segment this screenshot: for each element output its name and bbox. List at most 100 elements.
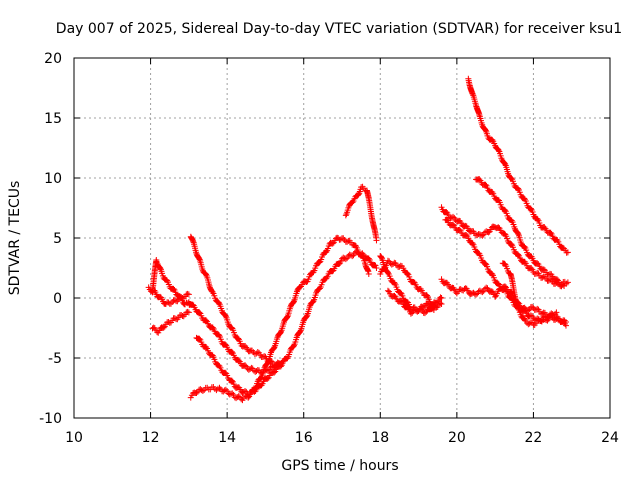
- data-point: [258, 357, 272, 381]
- data-point: [465, 75, 475, 95]
- data-point: [250, 375, 264, 393]
- data-point: [562, 319, 569, 325]
- data-point: [369, 218, 380, 241]
- data-point: [224, 388, 237, 398]
- y-tick-label: -5: [48, 351, 62, 367]
- data-point: [522, 317, 536, 328]
- data-point: [495, 197, 509, 215]
- data-point: [530, 269, 543, 279]
- data-point: [356, 250, 368, 264]
- data-point: [323, 267, 337, 281]
- series-track-j: [377, 257, 445, 311]
- data-point: [430, 300, 444, 311]
- data-point: [346, 248, 360, 260]
- x-tick-label: 20: [448, 430, 466, 446]
- data-point: [476, 284, 490, 296]
- data-point: [476, 113, 490, 137]
- data-point: [492, 224, 505, 236]
- data-point: [511, 223, 525, 247]
- data-point: [438, 295, 445, 301]
- y-tick-label: 15: [44, 111, 62, 127]
- data-point: [465, 235, 479, 253]
- x-tick-label: 10: [65, 430, 83, 446]
- series-track-l: [465, 75, 571, 256]
- series-track-k: [384, 287, 437, 317]
- data-point: [499, 158, 513, 181]
- data-point: [199, 265, 211, 281]
- chart-title: Day 007 of 2025, Sidereal Day-to-day VTE…: [56, 21, 622, 37]
- data-point: [377, 259, 391, 278]
- data-point: [392, 281, 406, 299]
- data-point: [438, 204, 452, 218]
- data-point: [193, 250, 205, 270]
- x-tick-label: 22: [525, 430, 543, 446]
- data-point: [293, 319, 307, 343]
- series-track-m: [473, 176, 571, 288]
- data-point: [339, 252, 352, 263]
- axis-ticks: 10 12 14 16 18 20 22 24 -10 -5 0 5 10 15 20: [39, 51, 619, 446]
- data-point: [304, 267, 318, 285]
- data-point: [492, 285, 505, 300]
- data-point: [461, 285, 475, 298]
- data-point: [266, 338, 280, 362]
- data-point: [522, 260, 536, 273]
- y-tick-label: 0: [53, 291, 62, 307]
- data-point: [373, 237, 380, 244]
- data-point: [289, 284, 303, 307]
- data-point: [208, 383, 221, 394]
- series-track-q: [499, 260, 560, 329]
- data-point: [367, 259, 379, 269]
- data-point: [564, 279, 571, 286]
- data-point: [561, 283, 568, 289]
- data-point: [312, 254, 326, 272]
- data-point: [249, 347, 260, 357]
- data-point: [564, 249, 571, 256]
- data-point: [553, 315, 568, 326]
- data-point: [319, 240, 333, 258]
- data-point: [423, 300, 436, 313]
- data-point: [538, 313, 551, 325]
- data-point: [365, 271, 372, 277]
- data-point: [354, 186, 364, 199]
- data-point: [503, 210, 517, 228]
- data-point: [392, 293, 406, 306]
- data-point: [363, 187, 376, 223]
- data-point: [226, 322, 237, 336]
- data-point: [450, 221, 463, 234]
- data-point: [208, 351, 222, 369]
- x-axis-label: GPS time / hours: [281, 458, 398, 474]
- data-point: [515, 305, 528, 323]
- data-point: [530, 305, 543, 315]
- data-point: [220, 310, 232, 328]
- data-point: [553, 236, 567, 251]
- data-point: [384, 269, 398, 287]
- data-point: [438, 276, 452, 288]
- data-point: [488, 270, 502, 287]
- data-point: [384, 287, 398, 300]
- data-point: [373, 265, 380, 271]
- y-tick-label: 20: [44, 51, 62, 67]
- series-track-c: [149, 308, 192, 336]
- data-point: [522, 197, 536, 215]
- data-point: [453, 286, 467, 297]
- data-point: [553, 309, 560, 316]
- data-point: [476, 228, 490, 239]
- data-point: [281, 301, 295, 324]
- data-point: [187, 233, 200, 256]
- data-point: [392, 260, 405, 271]
- x-tick-label: 16: [295, 430, 313, 446]
- data-point: [235, 357, 249, 370]
- data-point: [473, 102, 483, 119]
- data-point: [331, 257, 345, 272]
- data-point: [446, 213, 459, 224]
- series-track-e: [187, 233, 284, 369]
- data-point: [277, 355, 291, 370]
- x-tick-label: 24: [601, 430, 619, 446]
- x-tick-label: 12: [142, 430, 160, 446]
- data-point: [473, 248, 486, 266]
- data-point: [507, 270, 521, 311]
- data-point: [166, 283, 180, 298]
- data-point: [162, 317, 176, 328]
- data-point: [488, 188, 502, 203]
